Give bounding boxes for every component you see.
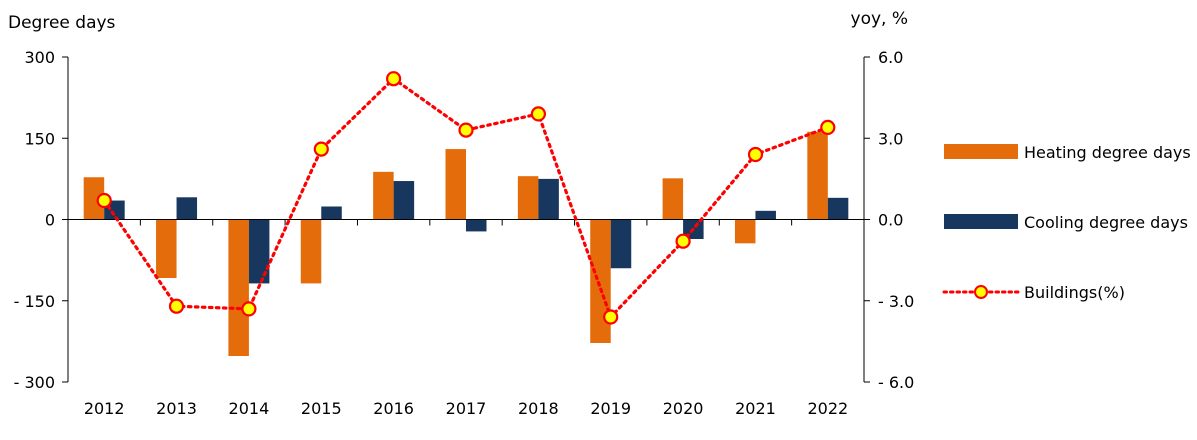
bar-cooling-degree-days-2022 [827,197,849,220]
x-tick-label-2019: 2019 [590,399,631,418]
y-right-tick-label: 0.0 [878,211,903,230]
x-tick-label-2015: 2015 [301,399,342,418]
y-right-tick-label: - 6.0 [878,373,914,392]
x-tick-label-2016: 2016 [373,399,414,418]
bar-cooling-degree-days-2021 [755,210,776,220]
y-right-tick-label: - 3.0 [878,292,914,311]
point-buildings-2015 [313,141,329,157]
legend: Heating degree days Cooling degree days … [942,143,1191,302]
x-tick-label-2018: 2018 [518,399,559,418]
point-buildings-2014 [241,301,257,317]
category-labels-layer: 2012 2013 2014 2015 2016 2017 2018 2019 2020 2021… [84,399,848,418]
x-tick-label-2012: 2012 [84,399,125,418]
y-left-tick-label: 300 [24,48,55,67]
bar-cooling-degree-days-2014 [248,219,270,284]
x-tick-label-2017: 2017 [446,399,487,418]
y-left-tick-label: - 150 [14,292,55,311]
bar-heating-degree-days-2012 [83,177,105,220]
bar-heating-degree-days-2021 [734,219,756,244]
bar-heating-degree-days-2022 [807,131,828,220]
point-buildings-2019 [603,309,619,325]
legend-marker-buildings [974,285,988,299]
bar-heating-degree-days-2013 [156,219,177,278]
bar-cooling-degree-days-2019 [610,219,632,269]
bar-heating-degree-days-2020 [662,178,684,220]
bars-layer [83,131,849,356]
point-buildings-2020 [675,233,691,249]
ticks-layer: 300 150 0 - 150 - 300 6.0 3.0 0.0 - 3.0 - 6.0 [14,48,915,392]
y-left-tick-label: 150 [24,129,55,148]
point-buildings-2013 [168,298,185,314]
point-buildings-2012 [96,192,112,209]
point-buildings-2018 [530,106,547,122]
y-axis-left-title: Degree days [8,13,116,33]
bar-heating-degree-days-2017 [445,149,466,220]
x-tick-label-2022: 2022 [807,399,848,418]
bar-heating-degree-days-2016 [373,171,394,220]
bar-heating-degree-days-2014 [228,219,249,356]
y-left-tick-label: 0 [45,211,55,230]
line-series-layer [96,71,836,325]
point-buildings-2021 [747,146,764,163]
point-buildings-2022 [820,119,836,136]
y-right-tick-label: 6.0 [878,48,903,67]
legend-label-heating: Heating degree days [1024,143,1191,162]
bar-heating-degree-days-2015 [300,219,322,284]
legend-swatch-cooling [944,214,1018,229]
point-buildings-2016 [386,71,402,87]
bar-cooling-degree-days-2016 [393,181,415,220]
legend-label-cooling: Cooling degree days [1024,213,1188,232]
bar-cooling-degree-days-2017 [466,219,487,232]
legend-label-buildings: Buildings(%) [1024,283,1125,302]
x-tick-label-2014: 2014 [229,399,270,418]
bar-cooling-degree-days-2015 [321,206,342,220]
point-buildings-2017 [458,122,474,138]
legend-swatch-heating [944,144,1018,159]
y-right-tick-label: 3.0 [878,129,903,148]
bar-heating-degree-days-2019 [590,219,611,343]
bar-heating-degree-days-2018 [517,176,539,220]
x-tick-label-2021: 2021 [735,399,776,418]
x-tick-label-2020: 2020 [663,399,704,418]
y-left-tick-label: - 300 [14,373,55,392]
x-tick-label-2013: 2013 [156,399,197,418]
bar-cooling-degree-days-2013 [176,197,198,220]
y-axis-right-title: yoy, % [851,9,908,29]
bar-cooling-degree-days-2018 [538,178,559,220]
